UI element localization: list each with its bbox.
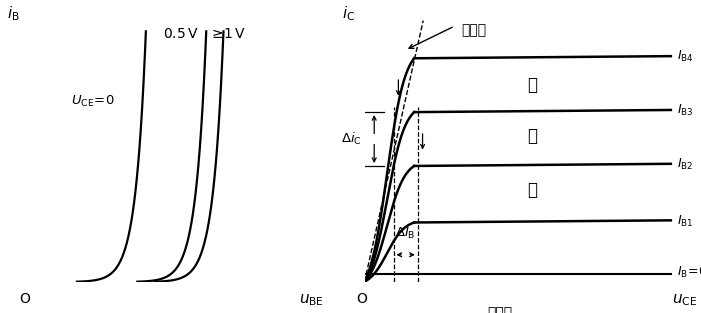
Text: 饱和区: 饱和区 xyxy=(461,23,486,37)
Text: 区: 区 xyxy=(527,181,537,199)
Text: $\geq\!1\,\mathrm{V}$: $\geq\!1\,\mathrm{V}$ xyxy=(209,27,246,41)
Text: 截止区: 截止区 xyxy=(487,306,512,313)
Text: 放: 放 xyxy=(527,76,537,94)
Text: O: O xyxy=(356,292,367,306)
Text: $i_{\mathrm{B}}$: $i_{\mathrm{B}}$ xyxy=(7,4,20,23)
Text: $\Delta I_{\rm B}$: $\Delta I_{\rm B}$ xyxy=(395,226,416,241)
Text: $I_{\rm B2}$: $I_{\rm B2}$ xyxy=(677,157,693,172)
Text: 大: 大 xyxy=(527,127,537,145)
Text: O: O xyxy=(20,292,31,306)
Text: $U_{\mathrm{CE}}\!=\!0$: $U_{\mathrm{CE}}\!=\!0$ xyxy=(72,94,115,109)
Text: $I_{\rm B1}$: $I_{\rm B1}$ xyxy=(677,213,694,229)
Text: $0.5\,\mathrm{V}$: $0.5\,\mathrm{V}$ xyxy=(163,27,199,41)
Text: $I_{\rm B3}$: $I_{\rm B3}$ xyxy=(677,103,694,118)
Text: $\Delta i_{\rm C}$: $\Delta i_{\rm C}$ xyxy=(341,131,361,147)
Text: $u_{\mathrm{CE}}$: $u_{\mathrm{CE}}$ xyxy=(672,292,697,308)
Text: $i_{\mathrm{C}}$: $i_{\mathrm{C}}$ xyxy=(341,4,355,23)
Text: $I_{\rm B4}$: $I_{\rm B4}$ xyxy=(677,49,694,64)
Text: $u_{\mathrm{BE}}$: $u_{\mathrm{BE}}$ xyxy=(299,292,324,308)
Text: $I_{\rm B}\!=\!0$: $I_{\rm B}\!=\!0$ xyxy=(677,265,701,280)
